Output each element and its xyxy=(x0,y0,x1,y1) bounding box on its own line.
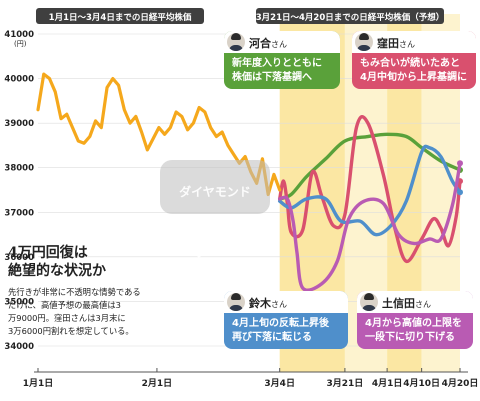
avatar xyxy=(360,293,378,311)
callout-kubota: 窪田さん もみ合いが続いたあと 4月中旬から上昇基調に xyxy=(352,31,476,89)
header-left-text: 1月1日～3月4日までの日経平均株価 xyxy=(49,12,192,23)
series-line-4 xyxy=(277,161,462,292)
callout-name: 鈴木さん xyxy=(249,297,287,310)
note-text: 先行きが非常に不透明な情勢である だけに、高値予想の最高値は3 万9000円。窪田さ… xyxy=(8,287,141,336)
callout-text: 株価は下落基調へ xyxy=(232,72,312,83)
x-tick-label: 3月21日 xyxy=(327,378,364,389)
y-tick-label: 38000 xyxy=(4,164,34,174)
header-right-text: 3月21日～4月20日までの日経平均株価（予想） xyxy=(256,12,445,23)
y-tick-label: 37000 xyxy=(4,208,34,218)
header-bar-right xyxy=(256,8,444,24)
callout-name: 土信田さん xyxy=(382,297,431,310)
x-tick-label: 3月4日 xyxy=(264,378,295,389)
series-lines xyxy=(36,72,463,292)
callout-text: 4月中旬から上昇基調に xyxy=(360,72,467,83)
callout-kawai: 河合さん 新年度入りとともに 株価は下落基調へ xyxy=(224,31,340,89)
callout-toshinda: 土信田さん 4月から高値の上限を 一段下に切り下げる xyxy=(357,291,473,349)
series-line-2 xyxy=(277,115,462,264)
avatar xyxy=(227,293,245,311)
x-tick-label: 2月1日 xyxy=(142,378,173,389)
callout-suzuki: 鈴木さん 4月上旬の反転上昇後 再び下落に転じる xyxy=(224,291,348,349)
y-tick-label: 35000 xyxy=(4,297,34,307)
x-tick-label: 1月1日 xyxy=(23,378,54,389)
series-end-arrow-3 xyxy=(457,189,463,196)
x-tick-label: 4月20日 xyxy=(442,378,479,389)
y-tick-label: 34000 xyxy=(4,342,34,352)
y-tick-label: 39000 xyxy=(4,119,34,129)
y-tick-label: 40000 xyxy=(4,75,34,85)
series-line-1 xyxy=(277,132,462,201)
series-line-3 xyxy=(277,144,462,237)
header-bar-left xyxy=(36,8,204,24)
avatar xyxy=(227,33,245,51)
callout-text: 新年度入りとともに xyxy=(232,58,322,69)
callout-name: 窪田さん xyxy=(377,37,415,50)
y-tick-label: 41000 xyxy=(4,30,34,40)
y-unit-label: (円) xyxy=(14,40,27,48)
watermark-logo: ダイヤモンド ザイ xyxy=(160,160,270,262)
note-headline: 4万円回復は 絶望的な状況か xyxy=(8,245,106,279)
avatar xyxy=(355,33,373,51)
series-end-arrow-4 xyxy=(457,160,463,167)
callout-text: 4月上旬の反転上昇後 xyxy=(232,318,329,329)
x-tick-label: 4月1日 xyxy=(372,378,403,389)
callout-text: もみ合いが続いたあと xyxy=(360,58,460,69)
y-tick-label: 36000 xyxy=(4,253,34,263)
callout-text: 再び下落に転じる xyxy=(232,332,312,343)
x-tick-label: 4月10日 xyxy=(403,378,440,389)
period-headers: 1月1日～3月4日までの日経平均株価 3月21日～4月20日までの日経平均株価（予… xyxy=(36,8,444,24)
y-axis: 34000 35000 36000 37000 38000 39000 40000 41000… xyxy=(4,30,34,352)
callout-text: 一段下に切り下げる xyxy=(365,332,455,343)
x-axis: 1月1日 2月1日 3月4日 3月21日 4月1日 4月10日 4月20日 xyxy=(23,368,479,389)
commentary-note: 4万円回復は 絶望的な状況か 先行きが非常に不透明な情勢である だけに、高値予想の最… xyxy=(8,244,208,338)
callout-name: 河合さん xyxy=(249,37,287,50)
callout-text: 4月から高値の上限を xyxy=(365,318,462,329)
